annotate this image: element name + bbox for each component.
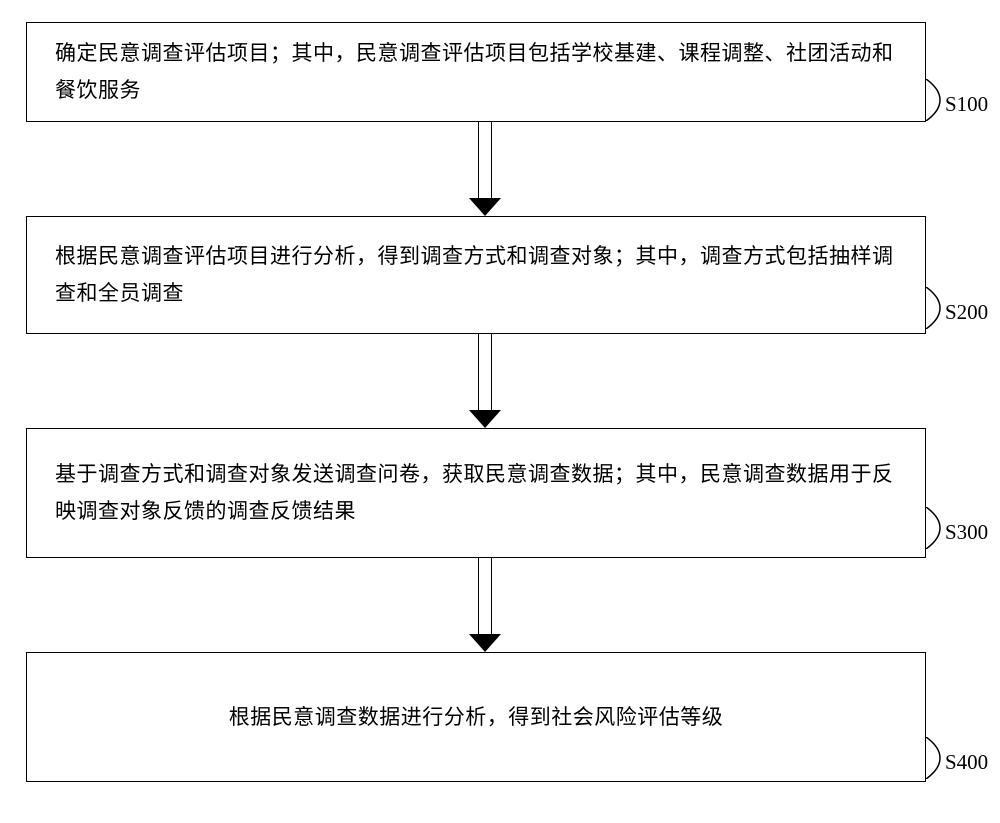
arrow-s300-s400 xyxy=(469,558,501,652)
flow-step-s300-text: 基于调查方式和调查对象发送调查问卷，获取民意调查数据；其中，民意调查数据用于反映… xyxy=(55,456,897,530)
arrow-s100-s200 xyxy=(469,122,501,216)
flow-step-s400: 根据民意调查数据进行分析，得到社会风险评估等级 xyxy=(26,652,926,782)
flow-step-s200-text: 根据民意调查评估项目进行分析，得到调查方式和调查对象；其中，调查方式包括抽样调查… xyxy=(55,238,897,312)
flow-step-s300: 基于调查方式和调查对象发送调查问卷，获取民意调查数据；其中，民意调查数据用于反映… xyxy=(26,428,926,558)
flow-step-s400-text: 根据民意调查数据进行分析，得到社会风险评估等级 xyxy=(229,699,724,736)
arrow-s200-s300 xyxy=(469,334,501,428)
flow-step-s100-text: 确定民意调查评估项目；其中，民意调查评估项目包括学校基建、课程调整、社团活动和餐… xyxy=(55,35,897,109)
flow-step-s100: 确定民意调查评估项目；其中，民意调查评估项目包括学校基建、课程调整、社团活动和餐… xyxy=(26,22,926,122)
flow-step-s200: 根据民意调查评估项目进行分析，得到调查方式和调查对象；其中，调查方式包括抽样调查… xyxy=(26,216,926,334)
step-label-s300: S300 xyxy=(945,520,988,545)
step-label-s400: S400 xyxy=(945,750,988,775)
step-label-s100: S100 xyxy=(945,92,988,117)
step-label-s200: S200 xyxy=(945,300,988,325)
flowchart-container: 确定民意调查评估项目；其中，民意调查评估项目包括学校基建、课程调整、社团活动和餐… xyxy=(0,0,1000,823)
